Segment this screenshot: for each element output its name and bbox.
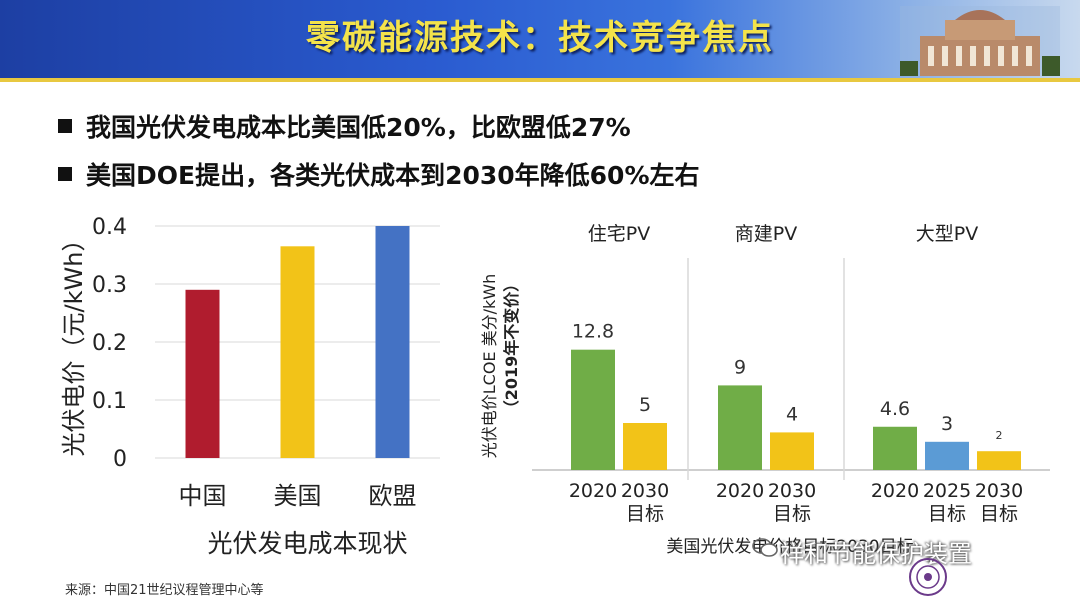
bar-美国 — [280, 246, 315, 458]
panel-title: 商建PV — [735, 223, 797, 245]
x-tick-label: 2025 — [923, 480, 971, 502]
y-axis-label: 光伏电价（元/kWh） — [60, 228, 88, 457]
banner-strip — [0, 78, 1080, 82]
page-title: 零碳能源技术：技术竞争焦点 — [306, 18, 774, 58]
y-tick-label: 0.2 — [92, 331, 127, 356]
data-label: 2 — [996, 429, 1003, 442]
y-axis-label-2: （2019年不变价） — [502, 276, 521, 417]
x-tick-sublabel: 目标 — [980, 503, 1018, 525]
bar-2025 — [925, 441, 969, 470]
x-tick-label: 2030 — [975, 480, 1023, 502]
wechat-icon — [752, 538, 778, 557]
data-label: 5 — [639, 394, 651, 416]
panel-title: 大型PV — [916, 223, 978, 245]
right-bar-chart: 住宅PV12.8202052030目标商建PV9202042030目标大型PV4… — [480, 223, 1050, 557]
data-label: 4 — [786, 403, 798, 425]
x-tick-sublabel: 目标 — [626, 503, 664, 525]
data-label: 9 — [734, 356, 746, 378]
left-bar-chart: 0 0.1 0.2 0.3 0.4 中国 美国 欧盟 光伏电价（元/kWh） 光伏发电成本现状 — [60, 215, 440, 558]
x-tick-label: 中国 — [179, 482, 227, 510]
data-label: 4.6 — [880, 398, 910, 420]
x-tick-sublabel: 目标 — [773, 503, 811, 525]
bar-2030 — [623, 423, 667, 470]
bar-2020 — [571, 349, 615, 470]
bar-2020 — [718, 385, 762, 470]
bar-2020 — [873, 426, 917, 470]
x-tick-label: 美国 — [274, 482, 322, 510]
bar-2030 — [977, 451, 1021, 470]
y-tick-label: 0 — [113, 447, 127, 472]
x-axis-label: 光伏发电成本现状 — [207, 529, 407, 558]
data-label: 3 — [941, 413, 953, 435]
source-note: 来源：中国21世纪议程管理中心等 — [65, 583, 264, 598]
x-tick-label: 2020 — [569, 480, 617, 502]
x-axis-label: 美国光伏发电价格目标2030目标 — [666, 537, 913, 557]
bullet-square-icon — [58, 119, 72, 133]
bar-欧盟 — [375, 226, 410, 458]
data-label: 12.8 — [572, 321, 614, 343]
bar-2030 — [770, 432, 814, 470]
y-axis-label: 光伏电价LCOE 美分/kWh — [480, 274, 499, 459]
bullet-text: 我国光伏发电成本比美国低20%，比欧盟低27% — [86, 113, 631, 142]
bar-中国 — [185, 289, 220, 458]
bullet-item: 我国光伏发电成本比美国低20%，比欧盟低27% — [58, 108, 631, 144]
x-tick-label: 2020 — [716, 480, 764, 502]
y-tick-label: 0.1 — [92, 389, 127, 414]
x-tick-label: 2030 — [768, 480, 816, 502]
x-tick-label: 2020 — [871, 480, 919, 502]
x-tick-sublabel: 目标 — [928, 503, 966, 525]
campus-building-image — [900, 6, 1060, 76]
x-tick-label: 欧盟 — [369, 482, 417, 510]
bullet-text: 美国DOE提出，各类光伏成本到2030年降低60%左右 — [86, 161, 700, 190]
university-seal-icon — [909, 558, 947, 596]
y-tick-label: 0.3 — [92, 273, 127, 298]
y-tick-label: 0.4 — [92, 215, 127, 240]
x-tick-label: 2030 — [621, 480, 669, 502]
bullet-square-icon — [58, 167, 72, 181]
panel-title: 住宅PV — [588, 223, 650, 245]
bullet-item: 美国DOE提出，各类光伏成本到2030年降低60%左右 — [58, 156, 700, 192]
